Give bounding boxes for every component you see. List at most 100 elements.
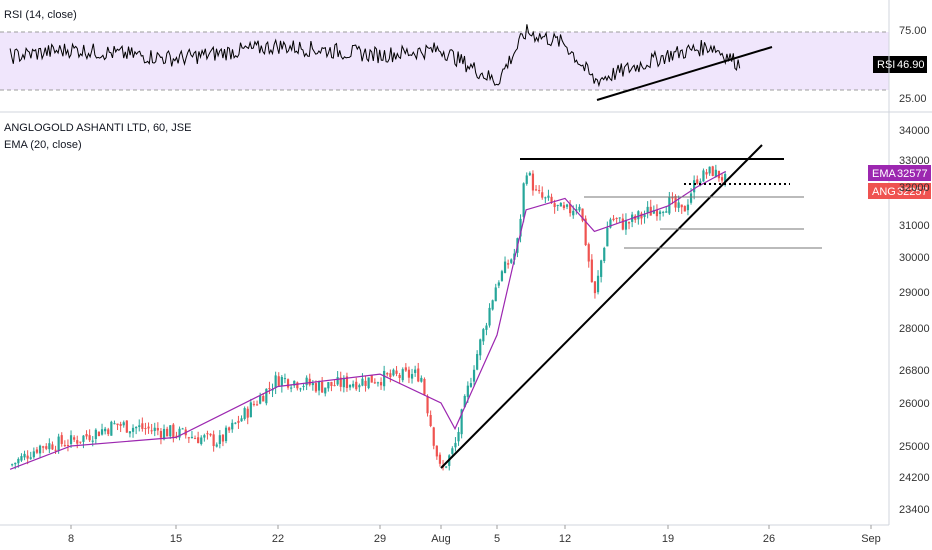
candle <box>379 377 383 390</box>
rsi-value-tag-bg <box>873 56 927 73</box>
candle <box>138 419 141 432</box>
candle <box>578 204 581 213</box>
candle <box>500 269 504 282</box>
price-tick-label: 32000 <box>899 182 930 194</box>
rsi-title: RSI (14, close) <box>4 9 77 21</box>
candle <box>596 270 600 295</box>
candle <box>469 377 473 388</box>
candle <box>246 406 249 425</box>
candle <box>221 433 225 447</box>
candle <box>150 423 153 435</box>
price-tick-label: 26800 <box>899 365 930 377</box>
ema-value-tag-bg <box>868 165 931 181</box>
candle <box>144 422 147 435</box>
price-tick-label: 24200 <box>899 472 930 484</box>
time-tick-label: 19 <box>662 533 674 545</box>
candle <box>668 191 671 215</box>
rsi-panel: 75.00 25.00 RSI 46.90 <box>0 24 927 105</box>
candle <box>476 350 479 371</box>
candle <box>534 185 538 192</box>
candle <box>457 427 460 446</box>
candle <box>128 431 132 438</box>
candle <box>35 446 39 455</box>
candle <box>141 417 144 432</box>
candle <box>547 189 550 201</box>
candle <box>110 420 113 436</box>
candle <box>479 338 482 361</box>
candle <box>283 373 287 384</box>
candle <box>624 213 628 235</box>
candle <box>85 430 88 440</box>
candle <box>153 422 156 437</box>
candle <box>569 200 572 217</box>
candle <box>395 366 398 377</box>
candle <box>705 169 708 179</box>
candle <box>73 435 76 442</box>
candle <box>122 420 125 428</box>
ema-legend[interactable]: EMA (20, close) <box>4 139 82 151</box>
rsi-tag-value: 46.90 <box>897 59 925 71</box>
candle <box>107 427 110 437</box>
candle <box>686 199 690 216</box>
candle <box>404 363 407 372</box>
candle <box>82 435 85 449</box>
time-tick-label: 12 <box>559 533 571 545</box>
candle <box>603 246 606 264</box>
candle <box>711 165 714 177</box>
candle <box>683 205 686 212</box>
candle <box>286 378 290 390</box>
candle <box>367 377 370 390</box>
candle <box>29 451 32 460</box>
candle <box>100 423 104 436</box>
candle <box>352 380 355 389</box>
price-tick-label: 28000 <box>899 323 930 335</box>
candle <box>94 428 97 445</box>
candle <box>252 400 256 407</box>
candle <box>559 202 562 207</box>
candle <box>472 365 476 387</box>
candle <box>714 164 717 178</box>
candle <box>355 377 358 391</box>
candle <box>649 199 652 216</box>
candle <box>76 435 79 449</box>
candle <box>32 447 35 459</box>
candle <box>575 204 578 215</box>
candle <box>370 375 373 383</box>
candle <box>600 259 603 283</box>
candle <box>538 185 541 194</box>
candle <box>373 378 376 384</box>
candle <box>218 430 221 449</box>
price-panel: EMA 32577 ANG 32257 34000 33000 32000 31000… <box>9 125 931 516</box>
candle <box>528 171 531 177</box>
candle <box>634 214 637 223</box>
candle <box>693 175 696 200</box>
candle <box>358 383 361 392</box>
candle <box>658 209 662 221</box>
symbol-title[interactable]: ANGLOGOLD ASHANTI LTD, 60, JSE <box>4 122 192 134</box>
candle <box>587 242 590 268</box>
candle <box>156 422 159 436</box>
candle <box>104 426 107 435</box>
candle <box>339 371 342 392</box>
candle <box>435 445 438 460</box>
candle <box>618 217 621 223</box>
candle <box>494 283 497 302</box>
rsi-tag-label: RSI <box>877 59 895 71</box>
candle <box>485 322 488 336</box>
candle <box>231 419 234 433</box>
candle <box>389 369 392 383</box>
time-tick-label: 22 <box>272 533 284 545</box>
candle <box>423 377 426 396</box>
candle <box>376 381 380 387</box>
candle <box>237 415 240 429</box>
candle <box>503 256 507 274</box>
candle <box>274 371 277 395</box>
candle <box>556 204 559 211</box>
candle <box>131 424 135 438</box>
price-value-tag-bg <box>868 183 931 199</box>
price-tick-label: 33000 <box>899 155 930 167</box>
price-tick-label: 29000 <box>899 287 930 299</box>
candle <box>178 426 181 441</box>
candle <box>203 433 206 442</box>
